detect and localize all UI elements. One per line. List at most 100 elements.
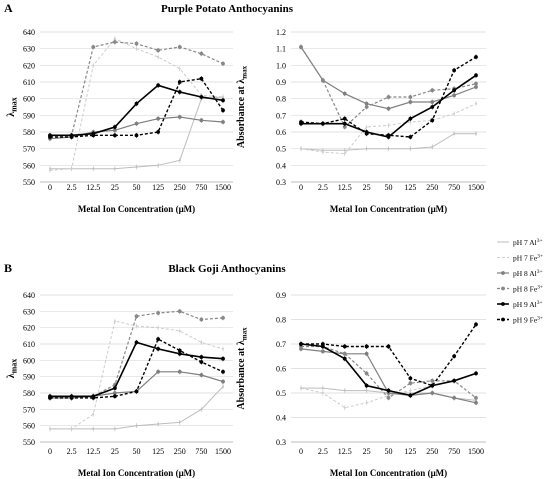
data-point [134, 133, 139, 138]
x-tick-label: 25 [111, 183, 119, 192]
data-point [135, 424, 138, 427]
data-point [69, 135, 74, 139]
data-point [221, 108, 225, 113]
data-point [222, 347, 224, 350]
y-tick-label: 0.5 [276, 145, 286, 154]
data-point [112, 125, 117, 129]
data-point [386, 106, 391, 111]
x-tick-label: 250 [426, 447, 438, 456]
data-point [135, 166, 138, 168]
data-point [342, 121, 347, 126]
data-point [408, 393, 413, 398]
data-point [365, 389, 368, 392]
data-point [474, 81, 478, 86]
x-tick-label: 125 [152, 447, 164, 456]
data-point [199, 76, 204, 81]
y-tick-label: 610 [23, 78, 35, 87]
title-b: Black Goji Anthocyanins [168, 263, 286, 275]
x-tick-label: 2.5 [67, 447, 77, 456]
data-point [320, 78, 325, 83]
data-point [386, 344, 391, 349]
data-point [157, 423, 160, 426]
data-point [70, 167, 73, 170]
data-point [342, 344, 347, 349]
data-point [157, 326, 160, 329]
x-tick-label: 2.5 [318, 447, 328, 456]
x-tick-label: 1500 [468, 183, 484, 192]
data-point [474, 73, 478, 78]
data-point [321, 387, 324, 390]
data-point [199, 51, 204, 56]
x-tick-label: 2.5 [318, 183, 328, 192]
x-tick-label: 0 [299, 447, 303, 456]
data-point [156, 116, 161, 121]
x-tick-label: 25 [363, 447, 371, 456]
y-tick-label: 620 [23, 61, 35, 70]
data-point [474, 322, 478, 327]
y-tick-label: 640 [23, 291, 35, 300]
data-point [113, 320, 116, 323]
data-point [342, 356, 347, 361]
data-point [199, 360, 204, 364]
data-point [299, 45, 303, 49]
y-tick-label: 1.1 [276, 45, 286, 54]
data-point [343, 389, 346, 392]
y-axis-title: λmax [6, 359, 19, 379]
data-point [199, 317, 204, 322]
y-axis-title: Absorbance at λmax [236, 65, 249, 148]
x-tick-label: 0 [48, 183, 52, 192]
data-point [475, 132, 477, 135]
data-point [474, 85, 478, 89]
legend-label: pH 9 Fe3+ [513, 316, 543, 325]
data-point [135, 325, 138, 328]
data-point [156, 311, 161, 315]
data-point [221, 379, 225, 384]
y-tick-label: 580 [23, 128, 35, 137]
data-point [365, 401, 368, 404]
data-point [408, 376, 413, 381]
data-point [452, 396, 457, 400]
data-point [157, 164, 160, 167]
series-line [50, 77, 224, 138]
data-point [134, 101, 139, 106]
x-axis-title: Metal Ion Concentration (μM) [78, 468, 195, 478]
x-tick-label: 750 [195, 447, 207, 456]
y-tick-label: 0.7 [276, 340, 286, 349]
data-point [320, 342, 325, 346]
data-point [430, 100, 435, 104]
x-tick-label: 750 [195, 183, 207, 192]
data-point [364, 105, 369, 109]
data-point [342, 125, 347, 129]
x-tick-label: 25 [111, 447, 119, 456]
data-point [177, 80, 182, 84]
x-tick-label: 125 [404, 183, 416, 192]
data-point [430, 383, 435, 388]
data-point [364, 351, 369, 356]
y-tick-label: 600 [23, 356, 35, 365]
data-point [452, 378, 457, 383]
data-point [156, 347, 161, 351]
legend-label: pH 8 Al3+ [513, 269, 543, 278]
data-point [386, 388, 391, 393]
data-point [474, 396, 478, 400]
panel-label-a: A [4, 1, 13, 15]
chart-a-absorbance: 0.3 0.4 0.5 0.6 0.7 0.8 0.9 1.0 1.1 1.2 0 2.5 12.5 25… [236, 28, 486, 214]
data-point [177, 351, 182, 356]
data-point [112, 133, 117, 138]
data-point [177, 115, 182, 119]
data-point [386, 133, 391, 138]
data-point [321, 392, 324, 394]
data-point [69, 396, 74, 400]
data-point [222, 385, 224, 388]
data-point [49, 169, 51, 172]
x-tick-label: 50 [133, 447, 141, 456]
data-point [156, 369, 161, 374]
x-tick-label: 25 [363, 183, 371, 192]
data-point [70, 427, 73, 430]
data-point [408, 381, 413, 386]
panel-label-b: B [4, 261, 12, 275]
y-tick-label: 610 [23, 340, 35, 349]
legend-label: pH 7 Al3+ [513, 238, 543, 247]
data-point [364, 344, 369, 349]
